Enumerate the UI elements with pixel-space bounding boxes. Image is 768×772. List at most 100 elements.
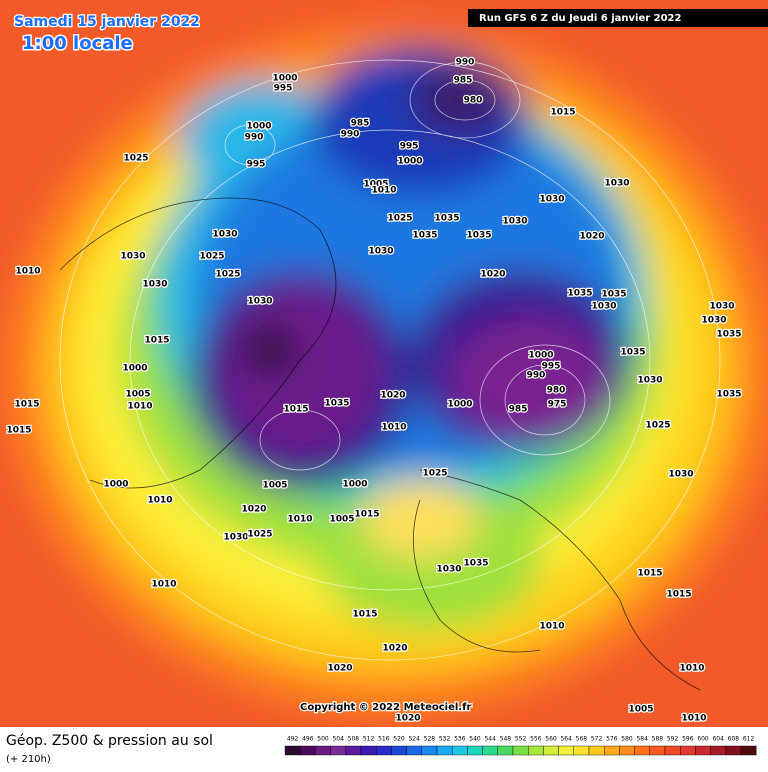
isobar-label: 990	[341, 130, 360, 140]
isobar-label: 980	[464, 96, 483, 106]
isobar-label: 1020	[241, 505, 266, 515]
isobar-label: 1030	[142, 280, 167, 290]
isobar-label: 1000	[272, 74, 297, 84]
scale-label: 608	[728, 736, 740, 743]
isobar-label: 1035	[324, 399, 349, 409]
scale-label: 556	[530, 736, 542, 743]
isobar-label: 1035	[620, 348, 645, 358]
isobar-label: 985	[454, 76, 473, 86]
scale-label: 572	[591, 736, 603, 743]
isobar-label: 1010	[679, 664, 704, 674]
isobar-label: 1025	[645, 421, 670, 431]
scale-label: 540	[469, 736, 481, 743]
isobar-label: 1025	[387, 214, 412, 224]
isobar-label: 1025	[247, 530, 272, 540]
isobar-label: 1015	[550, 108, 575, 118]
isobar-label: 1000	[447, 400, 472, 410]
isobar-label: 1025	[215, 270, 240, 280]
scale-swatch	[634, 745, 650, 756]
scale-label: 564	[560, 736, 572, 743]
isobar-label: 1010	[539, 622, 564, 632]
scale-label: 604	[712, 736, 724, 743]
isobar-label: 1015	[144, 336, 169, 346]
scale-label: 492	[287, 736, 299, 743]
scale-label: 508	[348, 736, 360, 743]
isobar-label: 1035	[567, 289, 592, 299]
run-label: Run GFS 6 Z du Jeudi 6 janvier 2022	[479, 13, 682, 24]
isobar-label: 1030	[120, 252, 145, 262]
isobar-label: 1030	[247, 297, 272, 307]
isobar-label: 995	[400, 142, 419, 152]
isobar-label: 1035	[601, 290, 626, 300]
scale-label: 520	[393, 736, 405, 743]
isobar-label: 1030	[637, 376, 662, 386]
isobar-label: 980	[547, 386, 566, 396]
isobar-label: 1015	[352, 610, 377, 620]
isobar-label: 1025	[123, 154, 148, 164]
scale-label: 532	[439, 736, 451, 743]
isobar-label: 1020	[327, 664, 352, 674]
isobar-label: 1000	[342, 480, 367, 490]
scale-swatch	[710, 745, 726, 756]
scale-swatch	[482, 745, 499, 756]
isobar-label: 1015	[14, 400, 39, 410]
scale-label: 612	[743, 736, 755, 743]
isobar-label: 990	[527, 371, 546, 381]
scale-label: 560	[545, 736, 557, 743]
isobar-label: 1020	[382, 644, 407, 654]
isobar-label: 975	[548, 400, 567, 410]
isobar-label: 1020	[380, 391, 405, 401]
isobar-label: 1010	[151, 580, 176, 590]
scale-swatch	[604, 745, 620, 756]
scale-swatch	[421, 745, 438, 756]
isobar-label: 1010	[287, 515, 312, 525]
copyright: Copyright © 2022 Meteociel.fr	[300, 702, 471, 713]
scale-label: 524	[408, 736, 420, 743]
isobar-label: 1005	[329, 515, 354, 525]
isobar-label: 1005	[363, 180, 388, 190]
scale-label: 536	[454, 736, 466, 743]
isobar-label: 1015	[637, 569, 662, 579]
isobar-label: 1035	[716, 390, 741, 400]
isobar-label: 1025	[199, 252, 224, 262]
product-title: Géop. Z500 & pression au sol	[6, 733, 213, 749]
isobar-label: 1010	[127, 402, 152, 412]
isobar-label: 1010	[681, 714, 706, 724]
scale-swatch	[543, 745, 559, 756]
scale-swatch	[436, 745, 453, 756]
isobar-labels: 9909859801000995101510009909959859909951…	[5, 56, 743, 725]
isobar-label: 1005	[262, 481, 287, 491]
scale-swatch	[300, 745, 316, 756]
isobar-label: 1020	[480, 270, 505, 280]
isobar-label: 1030	[436, 565, 461, 575]
scale-swatch	[406, 745, 423, 756]
isobar-label: 1030	[591, 302, 616, 312]
isobar-label: 1035	[412, 231, 437, 241]
isobar-label: 1020	[579, 232, 604, 242]
isobar-label: 1000	[528, 351, 553, 361]
isobar-label: 985	[351, 119, 370, 129]
scale-swatch	[360, 745, 377, 756]
scale-label: 516	[378, 736, 390, 743]
lead-time: (+ 210h)	[6, 754, 51, 765]
scale-label: 576	[606, 736, 618, 743]
scale-label: 512	[363, 736, 375, 743]
isobar-label: 995	[274, 84, 293, 94]
isobar-label: 1030	[604, 179, 629, 189]
isobar-label: 1020	[395, 714, 420, 724]
isobar-label: 1010	[371, 186, 396, 196]
local-time: 1:00 locale	[22, 33, 133, 54]
isobar-label: 1030	[502, 217, 527, 227]
scale-swatch	[284, 745, 301, 756]
isobar-label: 1025	[422, 469, 447, 479]
isobar-label: 1010	[381, 423, 406, 433]
scale-label: 580	[621, 736, 633, 743]
isobar-label: 1035	[463, 559, 488, 569]
scale-label: 552	[515, 736, 527, 743]
scale-label: 592	[667, 736, 679, 743]
isobar-label: 1030	[668, 470, 693, 480]
scale-swatch	[452, 745, 468, 756]
scale-label: 600	[697, 736, 709, 743]
scale-label: 548	[500, 736, 512, 743]
scale-label: 500	[317, 736, 329, 743]
